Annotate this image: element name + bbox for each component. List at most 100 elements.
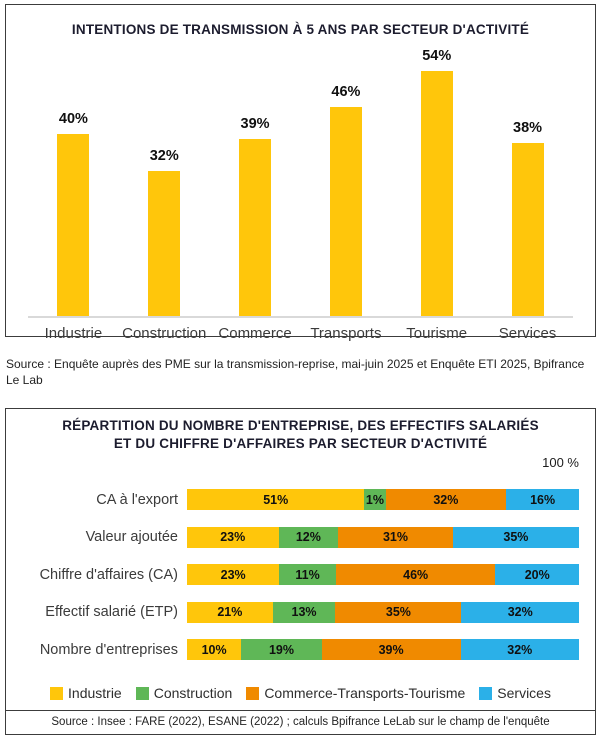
segment-commerce-transports-tourisme: 31% (338, 526, 453, 548)
segment-value-label: 32% (507, 642, 533, 657)
bar-value-label: 39% (240, 115, 270, 132)
row-label: Valeur ajoutée (85, 529, 178, 546)
segment-value-label: 19% (268, 642, 294, 657)
bar-value-label: 54% (422, 47, 452, 64)
segment-value-label: 20% (524, 567, 550, 582)
bar-value-label: 32% (149, 147, 179, 164)
bar (57, 134, 90, 317)
row-label: CA à l'export (96, 491, 178, 508)
segment-commerce-transports-tourisme: 39% (321, 639, 461, 661)
x-axis-label: Transports (310, 325, 382, 343)
segment-value-label: 11% (295, 567, 320, 582)
bar (239, 138, 272, 317)
bar-group-1: 32% (119, 148, 210, 317)
segment-construction: 1% (364, 489, 386, 511)
segment-value-label: 1% (365, 492, 384, 507)
x-axis-label: Tourisme (406, 325, 468, 343)
transmission-chart-panel: INTENTIONS DE TRANSMISSION À 5 ANS PAR S… (5, 4, 596, 342)
bar (420, 70, 453, 317)
stacked-bar: 21% 13% 35% 32% (187, 601, 579, 623)
bar-chart: 40% 32% 39% 46% 54% 38% (28, 48, 573, 319)
x-axis-label: Industrie (44, 325, 103, 343)
stacked-row: Chiffre d'affaires (CA) 23% 11% 46% 20% (12, 564, 580, 586)
chart2-legend: Industrie Construction Commerce-Transports… (6, 681, 595, 710)
bar (329, 107, 362, 317)
segment-services: 32% (461, 601, 579, 623)
segment-construction: 13% (272, 601, 336, 623)
legend-item-industrie: Industrie (50, 685, 122, 701)
repartition-chart-panel: RÉPARTITION DU NOMBRE D'ENTREPRISE, DES … (5, 408, 596, 735)
x-axis-label: Services (498, 325, 557, 343)
segment-services: 35% (452, 526, 579, 548)
segment-value-label: 16% (530, 492, 556, 507)
stacked-bar: 23% 12% 31% 35% (187, 526, 579, 548)
stacked-row: Effectif salarié (ETP) 21% 13% 35% 32% (12, 601, 579, 623)
segment-commerce-transports-tourisme: 35% (335, 601, 462, 623)
segment-commerce-transports-tourisme: 46% (335, 564, 496, 586)
chart1-title: INTENTIONS DE TRANSMISSION À 5 ANS PAR S… (71, 22, 530, 38)
row-label: Nombre d'entreprises (39, 641, 178, 658)
stacked-bar-chart: CA à l'export 51% 1% 32% 16% Valeur ajoutée 23… (6, 470, 595, 681)
segment-value-label: 23% (220, 567, 246, 582)
segment-value-label: 13% (291, 605, 317, 620)
bar-value-label: 46% (331, 84, 361, 100)
x-axis-label: Commerce (218, 325, 292, 343)
segment-value-label: 23% (220, 530, 246, 545)
bar-group-0: 40% (28, 111, 119, 317)
legend-label: Construction (153, 685, 233, 701)
segment-value-label: 51% (263, 492, 289, 507)
bar-value-label: 38% (513, 120, 543, 137)
segment-value-label: 46% (403, 567, 429, 582)
bar-group-2: 39% (210, 115, 301, 317)
row-label: Effectif salarié (ETP) (45, 604, 178, 621)
segment-industrie: 10% (187, 639, 242, 661)
segment-construction: 12% (278, 526, 339, 548)
bar-group-4: 54% (391, 48, 482, 317)
segment-industrie: 21% (187, 601, 273, 623)
stacked-bar: 10% 19% 39% 32% (187, 639, 579, 661)
segment-value-label: 32% (507, 605, 533, 620)
legend-swatch (50, 686, 64, 700)
legend-swatch (479, 686, 493, 700)
legend-item-commerce-transports-tourisme: Commerce-Transports-Tourisme (246, 685, 465, 701)
chart1-source: Source : Enquête auprès des PME sur la t… (6, 357, 585, 388)
segment-value-label: 32% (433, 492, 459, 507)
legend-label: Services (497, 685, 551, 701)
segment-value-label: 39% (378, 642, 404, 657)
segment-construction: 19% (241, 639, 322, 661)
bar-group-3: 46% (300, 84, 391, 317)
segment-services: 32% (460, 639, 579, 661)
axis-max-label: 100 % (542, 455, 579, 471)
chart2-source: Source : Insee : FARE (2022), ESANE (202… (6, 710, 595, 734)
segment-value-label: 21% (217, 605, 243, 620)
chart2-title: RÉPARTITION DU NOMBRE D'ENTREPRISE, DES … (62, 418, 539, 451)
legend-swatch (246, 686, 260, 700)
row-label: Chiffre d'affaires (CA) (39, 566, 178, 583)
stacked-bar: 51% 1% 32% 16% (187, 489, 579, 511)
segment-value-label: 10% (201, 642, 227, 657)
segment-industrie: 23% (187, 564, 280, 586)
legend-swatch (135, 686, 149, 700)
stacked-row: CA à l'export 51% 1% 32% 16% (12, 489, 579, 511)
bar-chart-category-axis: Industrie Construction Commerce Transports T… (28, 318, 573, 351)
segment-industrie: 23% (187, 526, 279, 548)
bar-value-label: 40% (58, 111, 88, 128)
segment-value-label: 12% (295, 530, 321, 545)
stacked-row: Nombre d'entreprises 10% 19% 39% 32% (12, 639, 579, 661)
bar (511, 143, 544, 317)
segment-commerce-transports-tourisme: 32% (385, 489, 507, 511)
stacked-row: Valeur ajoutée 23% 12% 31% 35% (12, 526, 579, 548)
segment-services: 16% (506, 489, 579, 511)
segment-value-label: 35% (503, 530, 529, 545)
stacked-bar: 23% 11% 46% 20% (187, 564, 580, 586)
segment-industrie: 51% (187, 489, 365, 511)
legend-label: Commerce-Transports-Tourisme (264, 685, 466, 701)
bar-group-5: 38% (482, 120, 573, 317)
segment-construction: 11% (279, 564, 336, 586)
legend-item-services: Services (479, 685, 551, 701)
segment-services: 20% (495, 564, 580, 586)
legend-label: Industrie (68, 685, 122, 701)
segment-value-label: 35% (385, 605, 411, 620)
x-axis-label: Construction (122, 325, 207, 343)
